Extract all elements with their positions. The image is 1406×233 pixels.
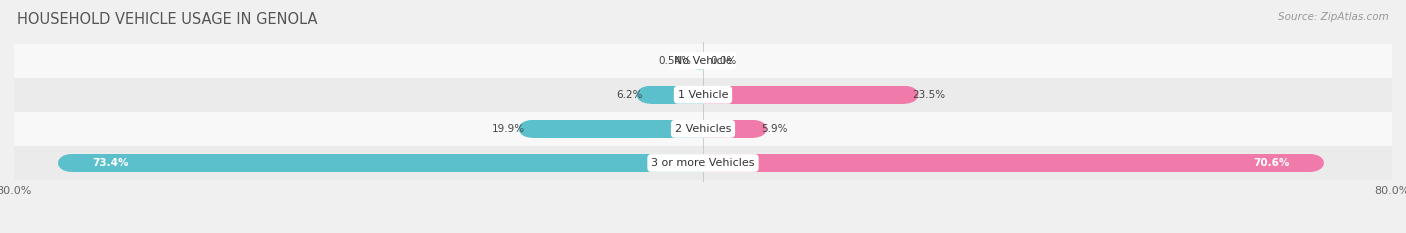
Bar [14, 44, 1392, 78]
Ellipse shape [637, 86, 662, 104]
Text: 73.4%: 73.4% [93, 158, 129, 168]
Text: 2 Vehicles: 2 Vehicles [675, 124, 731, 134]
Ellipse shape [686, 52, 711, 70]
Text: 3 or more Vehicles: 3 or more Vehicles [651, 158, 755, 168]
Ellipse shape [58, 154, 84, 172]
Bar [14, 146, 1392, 180]
Text: 6.2%: 6.2% [616, 90, 643, 100]
Text: 19.9%: 19.9% [492, 124, 524, 134]
Bar [699, 52, 703, 70]
Ellipse shape [519, 120, 544, 138]
Text: 5.9%: 5.9% [761, 124, 787, 134]
Text: 0.54%: 0.54% [658, 56, 692, 66]
Ellipse shape [741, 120, 766, 138]
Bar [703, 86, 905, 104]
Text: 1 Vehicle: 1 Vehicle [678, 90, 728, 100]
Bar [14, 78, 1392, 112]
Bar [531, 120, 703, 138]
Bar [703, 154, 1310, 172]
Bar [703, 120, 754, 138]
Text: HOUSEHOLD VEHICLE USAGE IN GENOLA: HOUSEHOLD VEHICLE USAGE IN GENOLA [17, 12, 318, 27]
Bar [14, 112, 1392, 146]
Ellipse shape [893, 86, 918, 104]
Ellipse shape [1298, 154, 1324, 172]
Bar [70, 154, 703, 172]
Bar [650, 86, 703, 104]
Text: No Vehicle: No Vehicle [673, 56, 733, 66]
Text: 70.6%: 70.6% [1253, 158, 1289, 168]
Text: 23.5%: 23.5% [912, 90, 945, 100]
Text: Source: ZipAtlas.com: Source: ZipAtlas.com [1278, 12, 1389, 22]
Text: 0.0%: 0.0% [710, 56, 737, 66]
